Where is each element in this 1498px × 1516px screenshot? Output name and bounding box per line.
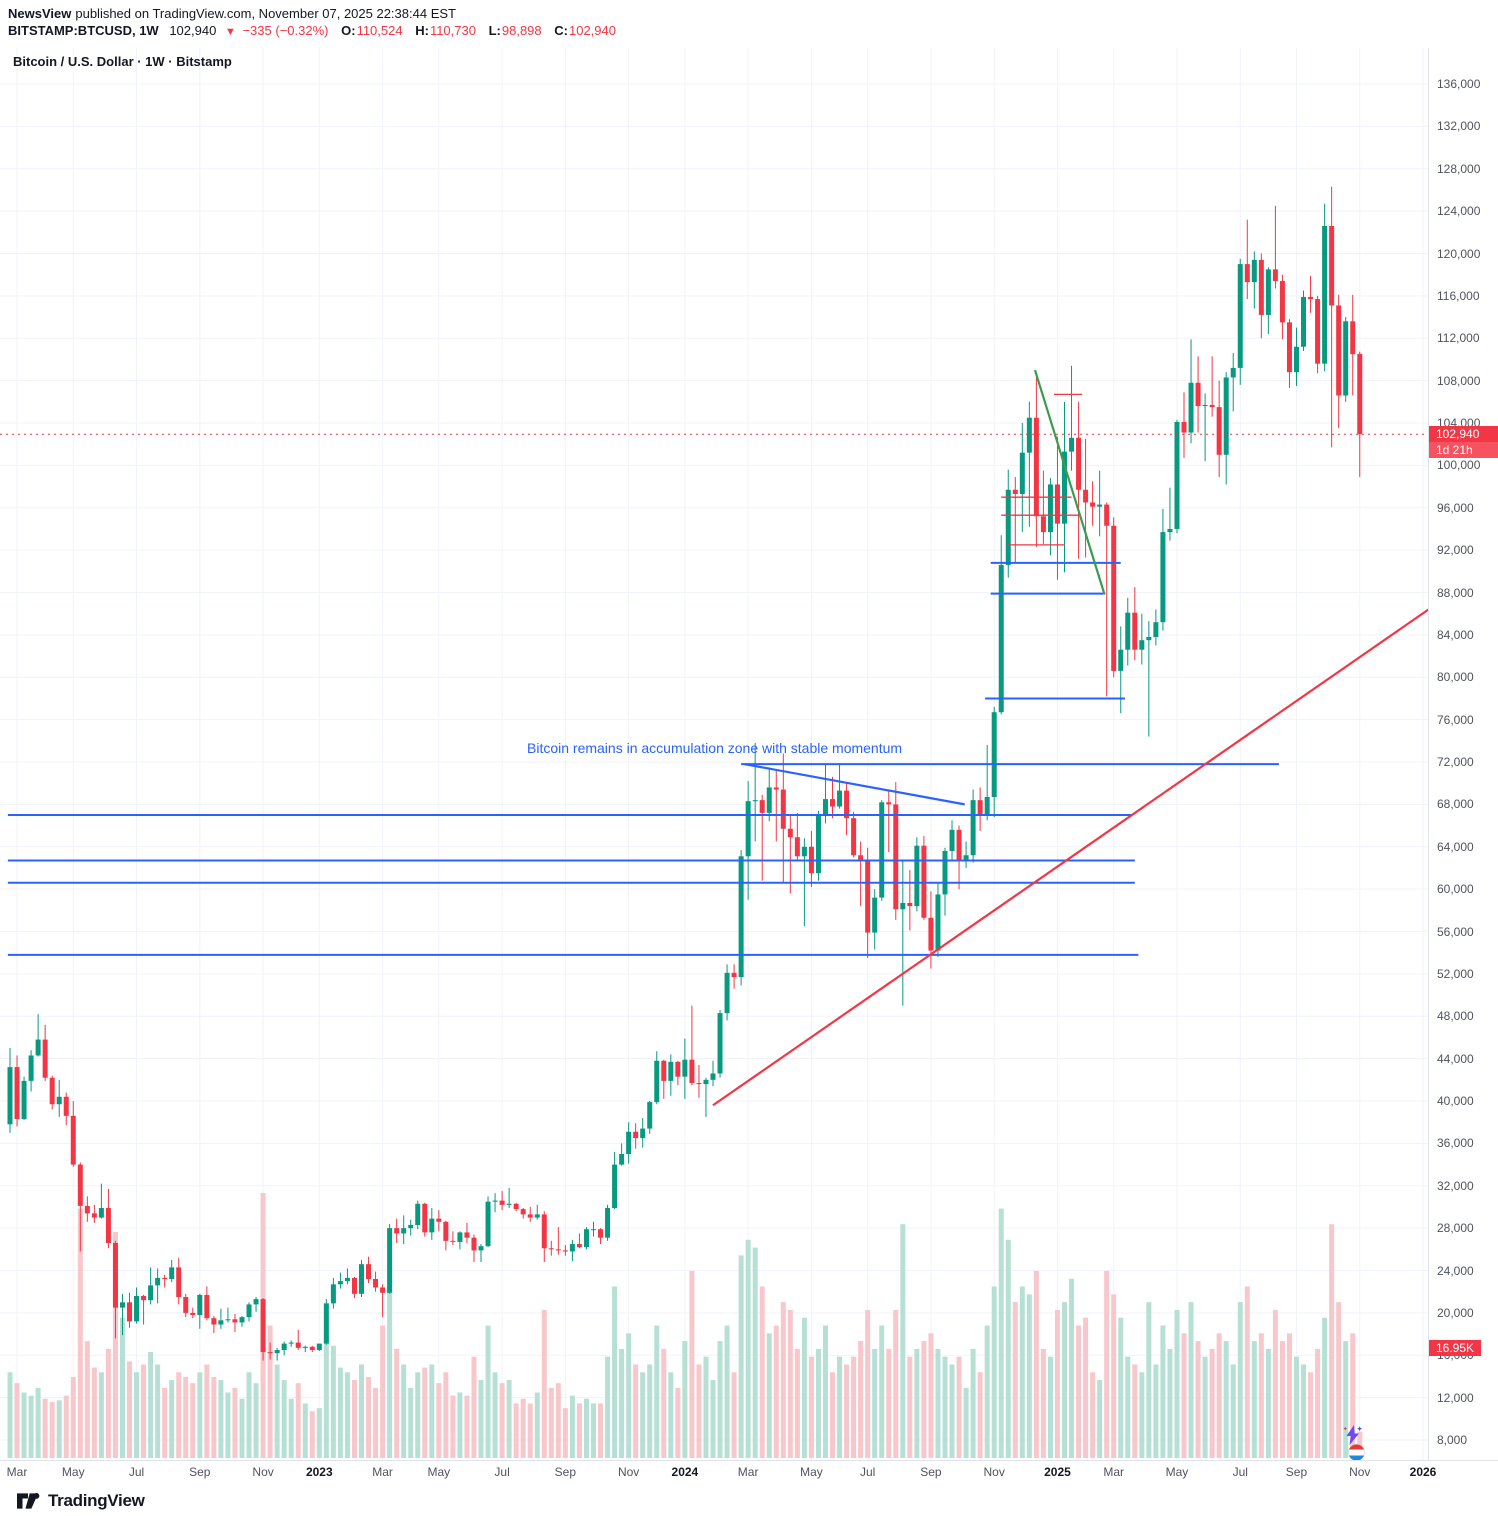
time-tick-label: Sep (1285, 1465, 1308, 1479)
symbol-ohlc-bar: BITSTAMP:BTCUSD, 1W 102,940 ▼ −335 (−0.3… (8, 23, 616, 38)
price-axis: 136,000 132,000 128,000 124,000 120,000 116,0… (1428, 48, 1498, 1460)
volume-badge: 16.95K (1429, 1340, 1481, 1356)
chart-annotation-text: Bitcoin remains in accumulation zone wit… (527, 740, 903, 756)
price-tick-label: 8,000 (1437, 1433, 1468, 1448)
chart-area: Bitcoin / U.S. Dollar · 1W · Bitstamp Bi… (0, 48, 1498, 1461)
time-tick-label: 2025 (1044, 1465, 1071, 1479)
down-arrow-icon: ▼ (224, 26, 236, 38)
price-tick-label: 56,000 (1437, 924, 1474, 939)
price-tick-label: 132,000 (1437, 119, 1481, 134)
time-tick-label: May (1165, 1465, 1189, 1479)
low-value: 98,898 (501, 23, 542, 38)
time-tick-label: 2023 (305, 1465, 333, 1479)
price-tick-label: 40,000 (1437, 1094, 1474, 1109)
globe-icon[interactable] (1348, 1444, 1365, 1461)
price-tick-label: 72,000 (1437, 755, 1474, 770)
price-tick-label: 136,000 (1437, 77, 1481, 91)
price-tick-label: 20,000 (1437, 1305, 1474, 1320)
chart-title: Bitcoin / U.S. Dollar · 1W · Bitstamp (13, 54, 232, 69)
open-value: 110,524 (356, 23, 403, 38)
price-tick-label: 12,000 (1437, 1390, 1474, 1405)
flash-icon[interactable] (1342, 1424, 1364, 1446)
publish-details: published on TradingView.com, November 0… (75, 6, 456, 21)
price-tick-label: 32,000 (1437, 1178, 1474, 1193)
price-tick-label: 44,000 (1437, 1051, 1474, 1066)
price-tick-label: 64,000 (1437, 839, 1474, 854)
time-axis: Mar May Jul Sep Nov 2023 Mar May Jul Sep Nov 2024 Ma… (0, 1460, 1498, 1485)
price-tick-label: 128,000 (1437, 161, 1481, 176)
footer-bar: TradingView (0, 1485, 1498, 1516)
time-tick-label: Mar (372, 1465, 393, 1479)
price-tick-label: 52,000 (1437, 966, 1474, 981)
price-change: −335 (−0.32%) (242, 23, 329, 38)
time-tick-label: Sep (189, 1465, 211, 1479)
publish-info-bar: NewsView published on TradingView.com, No… (8, 6, 456, 21)
time-tick-label: May (800, 1465, 823, 1479)
price-tick-label: 120,000 (1437, 246, 1481, 261)
time-tick-label: Sep (554, 1465, 577, 1479)
time-tick-label: 2026 (1409, 1465, 1437, 1479)
price-tick-label: 96,000 (1437, 500, 1474, 515)
price-tick-label: 76,000 (1437, 712, 1474, 727)
price-tick-label: 92,000 (1437, 543, 1474, 558)
time-tick-label: Mar (1103, 1465, 1125, 1479)
price-tick-label: 24,000 (1437, 1263, 1474, 1278)
time-tick-label: Jul (1232, 1465, 1248, 1479)
close-label: C: (554, 23, 568, 38)
time-tick-label: May (61, 1465, 85, 1479)
price-tick-label: 100,000 (1437, 458, 1481, 473)
price-tick-label: 108,000 (1437, 373, 1481, 388)
price-tick-label: 36,000 (1437, 1136, 1474, 1151)
time-tick-label: Jul (494, 1465, 510, 1479)
time-tick-label: Nov (617, 1465, 640, 1479)
time-tick-label: Sep (920, 1465, 942, 1479)
time-tick-label: Mar (737, 1465, 759, 1479)
open-label: O: (341, 23, 356, 38)
price-tick-label: 80,000 (1437, 670, 1474, 685)
tradingview-brand-text[interactable]: TradingView (48, 1490, 145, 1510)
time-tick-label: Jul (128, 1465, 145, 1479)
close-value: 102,940 (568, 23, 616, 38)
last-price-value: 102,940 (169, 23, 217, 38)
price-tick-label: 112,000 (1437, 331, 1480, 346)
time-tick-label: May (427, 1465, 451, 1479)
high-value: 110,730 (429, 23, 476, 38)
tradingview-logo-icon[interactable] (16, 1490, 40, 1512)
time-tick-label: Nov (252, 1465, 274, 1479)
candlestick-chart (0, 48, 1428, 1460)
time-tick-label: 2024 (671, 1465, 699, 1479)
price-tick-label: 60,000 (1437, 882, 1474, 897)
price-tick-label: 28,000 (1437, 1221, 1474, 1236)
last-price-badge: 102,940 (1429, 426, 1498, 443)
price-tick-label: 88,000 (1437, 585, 1474, 600)
price-tick-label: 116,000 (1437, 288, 1480, 303)
time-tick-label: Mar (6, 1465, 28, 1479)
publisher-name: NewsView (8, 6, 72, 21)
time-tick-label: Jul (859, 1465, 876, 1479)
symbol-name: BITSTAMP:BTCUSD, 1W (8, 23, 159, 38)
last-price-badge-group: 102,940 1d 21h (1429, 426, 1498, 459)
time-tick-label: Nov (983, 1465, 1005, 1479)
price-tick-label: 48,000 (1437, 1009, 1474, 1024)
time-tick-label: Nov (1349, 1465, 1371, 1479)
bar-countdown-badge: 1d 21h (1429, 442, 1498, 459)
price-tick-label: 84,000 (1437, 627, 1474, 642)
high-label: H: (415, 23, 429, 38)
low-label: L: (488, 23, 501, 38)
price-tick-label: 68,000 (1437, 797, 1474, 812)
price-tick-label: 124,000 (1437, 204, 1481, 219)
